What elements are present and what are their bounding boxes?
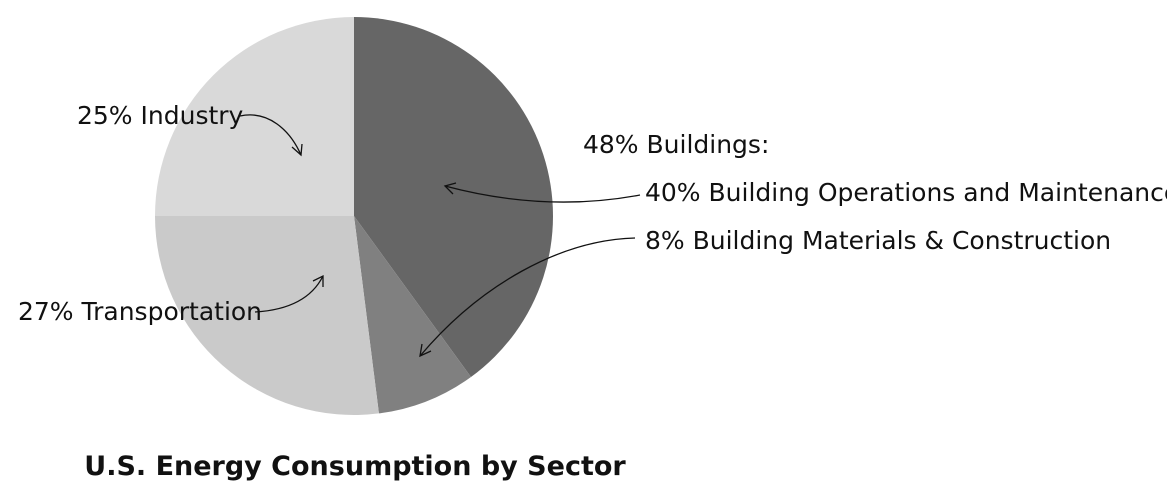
pie-slices — [155, 17, 553, 415]
label-transportation: 27% Transportation — [18, 297, 262, 326]
label-industry: 25% Industry — [77, 101, 244, 130]
chart-title: U.S. Energy Consumption by Sector — [84, 451, 626, 482]
label-building-materials: 8% Building Materials & Construction — [645, 226, 1111, 255]
label-building-operations: 40% Building Operations and Maintenance — [645, 178, 1167, 207]
label-buildings-group: 48% Buildings: — [583, 130, 769, 159]
